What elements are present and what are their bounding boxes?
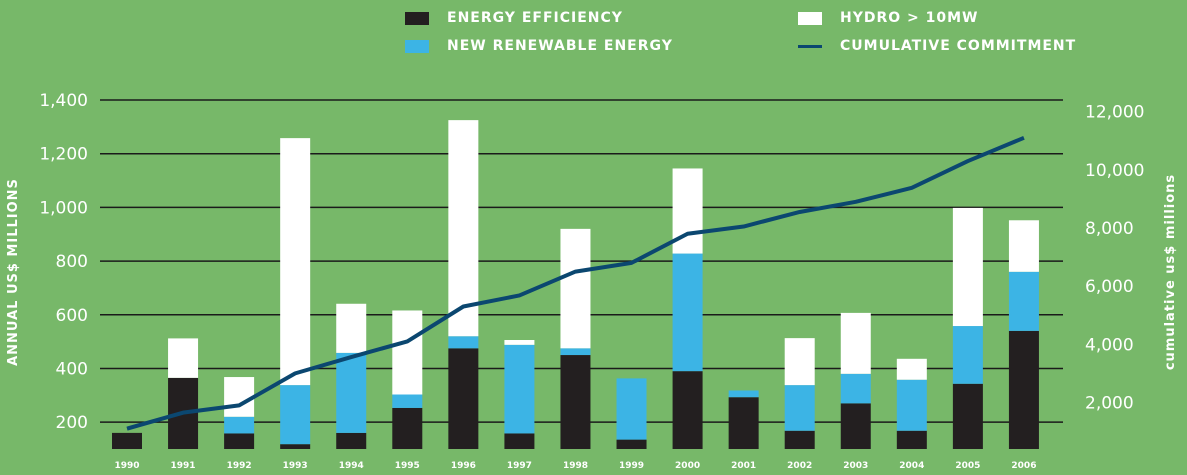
new-renewable-bar	[672, 253, 703, 372]
energy-efficiency-bar	[112, 432, 142, 449]
new-renewable-bar	[336, 352, 367, 433]
new-renewable-bar	[448, 336, 479, 349]
energy-efficiency-bar	[1008, 330, 1039, 449]
legend-cumulative-label: CUMULATIVE COMMITMENT	[840, 38, 1077, 54]
hydro-bar	[448, 120, 479, 337]
legend-energy-efficiency-label: ENERGY EFFICIENCY	[447, 10, 623, 26]
energy-efficiency-bar	[392, 407, 423, 449]
hydro-bar	[560, 228, 591, 349]
hydro-bar	[840, 312, 871, 374]
cumulative-line	[126, 135, 1025, 431]
hydro-bar	[392, 310, 423, 395]
x-tick-label: 1993	[283, 461, 308, 471]
energy-efficiency-bar	[448, 348, 479, 449]
right-y-axis: 2,000 4,000 6,000 8,000 10,000 12,000	[1085, 103, 1144, 414]
x-tick-label: 2003	[843, 461, 868, 471]
new-renewable-bar	[784, 385, 815, 431]
left-tick-label: 1,200	[39, 145, 88, 165]
left-tick-label: 200	[56, 413, 88, 433]
cumulative-swatch	[798, 44, 822, 48]
right-tick-label: 6,000	[1085, 277, 1134, 297]
left-tick-label: 1,400	[39, 91, 88, 111]
x-tick-label: 2001	[731, 461, 756, 471]
new-renewable-bar	[896, 379, 927, 431]
legend-hydro-label: HYDRO > 10MW	[840, 10, 979, 26]
right-tick-label: 10,000	[1085, 161, 1144, 181]
right-tick-label: 8,000	[1085, 219, 1134, 239]
x-tick-label: 1990	[114, 461, 139, 471]
hydro-bar	[952, 207, 983, 327]
new-renewable-bar	[560, 348, 591, 356]
x-tick-label: 2004	[899, 461, 924, 471]
x-tick-label: 2006	[1011, 461, 1036, 471]
new-renewable-swatch	[405, 39, 429, 53]
x-tick-label: 1995	[395, 461, 420, 471]
hydro-swatch	[798, 11, 822, 25]
x-tick-label: 1991	[171, 461, 196, 471]
bars	[112, 120, 1039, 449]
hydro-bar	[280, 138, 311, 386]
x-axis: 1990 1991 1992 1993 1994 1995 1996 1997 1998 1999…	[114, 461, 1036, 471]
cumulative-line-group	[126, 135, 1025, 431]
x-tick-label: 1998	[563, 461, 588, 471]
hydro-bar	[336, 303, 367, 353]
new-renewable-bar	[616, 378, 647, 440]
right-axis-title: cumulative us$ millions	[1163, 174, 1178, 370]
hydro-bar	[896, 358, 927, 380]
new-renewable-bar	[504, 344, 535, 434]
new-renewable-bar	[224, 416, 255, 434]
legend-cumulative: CUMULATIVE COMMITMENT	[798, 38, 1076, 54]
new-renewable-bar	[728, 390, 759, 398]
left-tick-label: 800	[56, 252, 88, 272]
legend-energy-efficiency: ENERGY EFFICIENCY	[405, 10, 623, 26]
energy-efficiency-bar	[784, 430, 815, 449]
energy-efficiency-bar	[280, 444, 311, 449]
energy-efficiency-swatch	[405, 11, 429, 25]
new-renewable-bar	[1008, 271, 1039, 331]
energy-efficiency-bar	[952, 383, 983, 449]
right-tick-label: 4,000	[1085, 335, 1134, 355]
x-tick-label: 1997	[507, 461, 532, 471]
energy-efficiency-bar	[616, 439, 647, 449]
energy-efficiency-bar	[840, 403, 871, 449]
energy-efficiency-bar	[672, 371, 703, 449]
energy-efficiency-bar	[336, 432, 367, 449]
hydro-bar	[504, 340, 535, 345]
energy-efficiency-bar	[896, 430, 927, 449]
x-tick-label: 1992	[227, 461, 252, 471]
energy-efficiency-bar	[728, 397, 759, 449]
x-tick-label: 2005	[955, 461, 980, 471]
energy-efficiency-bar	[504, 433, 535, 449]
x-tick-label: 2000	[675, 461, 700, 471]
legend-new-renewable-label: NEW RENEWABLE ENERGY	[447, 38, 673, 54]
right-tick-label: 2,000	[1085, 393, 1134, 413]
right-tick-label: 12,000	[1085, 103, 1144, 123]
x-tick-label: 2002	[787, 461, 812, 471]
x-tick-label: 1999	[619, 461, 644, 471]
legend-hydro: HYDRO > 10MW	[798, 10, 979, 26]
left-tick-label: 600	[56, 306, 88, 326]
hydro-bar	[784, 338, 815, 386]
new-renewable-bar	[392, 394, 423, 408]
left-tick-label: 1,000	[39, 198, 88, 218]
energy-efficiency-bar	[560, 355, 591, 449]
x-tick-label: 1994	[339, 461, 364, 471]
new-renewable-bar	[840, 373, 871, 404]
legend-new-renewable: NEW RENEWABLE ENERGY	[405, 38, 673, 54]
hydro-bar	[224, 377, 255, 417]
hydro-bar	[1008, 220, 1039, 272]
energy-efficiency-bar	[224, 433, 255, 449]
left-tick-label: 400	[56, 359, 88, 379]
hydro-bar	[168, 338, 199, 378]
new-renewable-bar	[952, 326, 983, 384]
x-tick-label: 1996	[451, 461, 476, 471]
new-renewable-bar	[280, 385, 311, 445]
left-y-axis: 200 400 600 800 1,000 1,200 1,400	[39, 91, 88, 433]
left-axis-title: ANNUAL US$ MILLIONS	[6, 178, 21, 366]
